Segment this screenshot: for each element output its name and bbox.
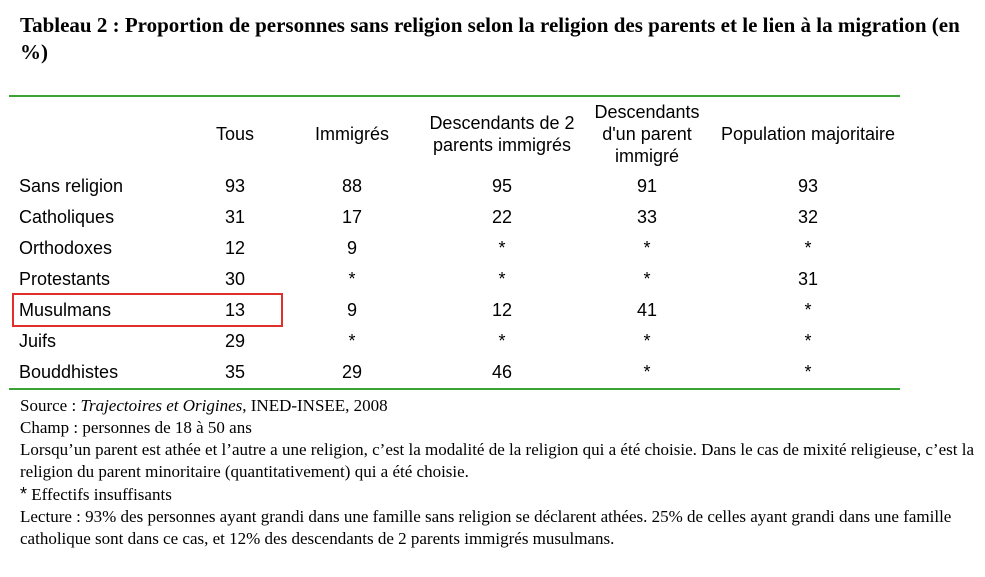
table-cell: 9 <box>346 300 357 320</box>
table-cell: 13 <box>224 300 246 320</box>
table-row: Sans religion 93 88 95 91 93 <box>9 171 900 202</box>
insufficient-sample-note: * Effectifs insuffisants <box>20 483 975 506</box>
table-cell: 12 <box>491 300 513 320</box>
table-cell: * <box>643 362 651 382</box>
row-label: Juifs <box>19 331 57 351</box>
table-cell: 41 <box>636 300 658 320</box>
table-cell: * <box>804 300 812 320</box>
header-descendants-1-parent: Descendants d'un parent immigré <box>594 102 700 166</box>
table-cell: 29 <box>341 362 363 382</box>
source-suffix: , INED-INSEE, 2008 <box>242 396 388 415</box>
table-cell: 93 <box>797 176 819 196</box>
table-cell: 33 <box>636 207 658 227</box>
table-row: Orthodoxes 12 9 * * * <box>9 233 900 264</box>
table-cell: * <box>643 238 651 258</box>
insufficient-sample-text: Effectifs insuffisants <box>27 485 172 504</box>
table-cell: 35 <box>224 362 246 382</box>
table-cell: * <box>498 269 506 289</box>
header-empty <box>9 97 192 171</box>
table-row: Bouddhistes 35 29 46 * * <box>9 357 900 388</box>
table-title: Tableau 2 : Proportion de personnes sans… <box>20 13 960 64</box>
table-cell: 12 <box>224 238 246 258</box>
row-label: Orthodoxes <box>19 238 113 258</box>
table-row-highlighted: Musulmans 13 9 12 41 * <box>9 295 900 326</box>
musulmans-highlight-box <box>12 293 283 327</box>
table-notes: Source : Trajectoires et Origines, INED-… <box>20 395 975 550</box>
table-row: Protestants 30 * * * 31 <box>9 264 900 295</box>
header-descendants-2-parents: Descendants de 2 parents immigrés <box>429 113 575 155</box>
header-population-majoritaire: Population majoritaire <box>720 124 896 144</box>
row-label: Bouddhistes <box>19 362 119 382</box>
table-cell: 31 <box>224 207 246 227</box>
table-cell: 30 <box>224 269 246 289</box>
table-row: Catholiques 31 17 22 33 32 <box>9 202 900 233</box>
table-cell: 93 <box>224 176 246 196</box>
row-label: Musulmans <box>19 300 112 320</box>
table-cell: 91 <box>636 176 658 196</box>
source-title: Trajectoires et Origines <box>80 396 243 415</box>
header-tous: Tous <box>215 124 255 144</box>
table-cell: 17 <box>341 207 363 227</box>
table-cell: 22 <box>491 207 513 227</box>
table-cell: * <box>804 238 812 258</box>
table-cell: * <box>498 238 506 258</box>
table-cell: 95 <box>491 176 513 196</box>
table-bottom-rule <box>9 388 900 390</box>
table-cell: 46 <box>491 362 513 382</box>
table-cell: * <box>804 362 812 382</box>
row-label: Sans religion <box>19 176 124 196</box>
table-cell: 88 <box>341 176 363 196</box>
methodology-note: Lorsqu’un parent est athée et l’autre a … <box>20 440 974 481</box>
table-cell: * <box>348 331 356 351</box>
table-cell: * <box>348 269 356 289</box>
table-top-rule <box>9 95 900 97</box>
row-label: Catholiques <box>19 207 115 227</box>
champ-note: Champ : personnes de 18 à 50 ans <box>20 418 252 437</box>
table-cell: * <box>498 331 506 351</box>
table-cell: * <box>643 269 651 289</box>
table-row: Juifs 29 * * * * <box>9 326 900 357</box>
header-row: Tous Immigrés Descendants de 2 parents i… <box>9 97 900 171</box>
table-cell: 31 <box>797 269 819 289</box>
source-note: Source : Trajectoires et Origines, INED-… <box>20 395 975 417</box>
lecture-note: Lecture : 93% des personnes ayant grandi… <box>20 507 952 548</box>
religion-table: Tous Immigrés Descendants de 2 parents i… <box>9 97 900 388</box>
row-label: Protestants <box>19 269 111 289</box>
table-cell: 32 <box>797 207 819 227</box>
religion-table-container: Tous Immigrés Descendants de 2 parents i… <box>9 95 900 390</box>
table-cell: * <box>643 331 651 351</box>
table-cell: * <box>804 331 812 351</box>
table-cell: 9 <box>346 238 357 258</box>
asterisk-symbol: * <box>20 484 28 504</box>
header-immigres: Immigrés <box>314 124 389 144</box>
source-prefix: Source : <box>20 396 81 415</box>
table-cell: 29 <box>224 331 246 351</box>
